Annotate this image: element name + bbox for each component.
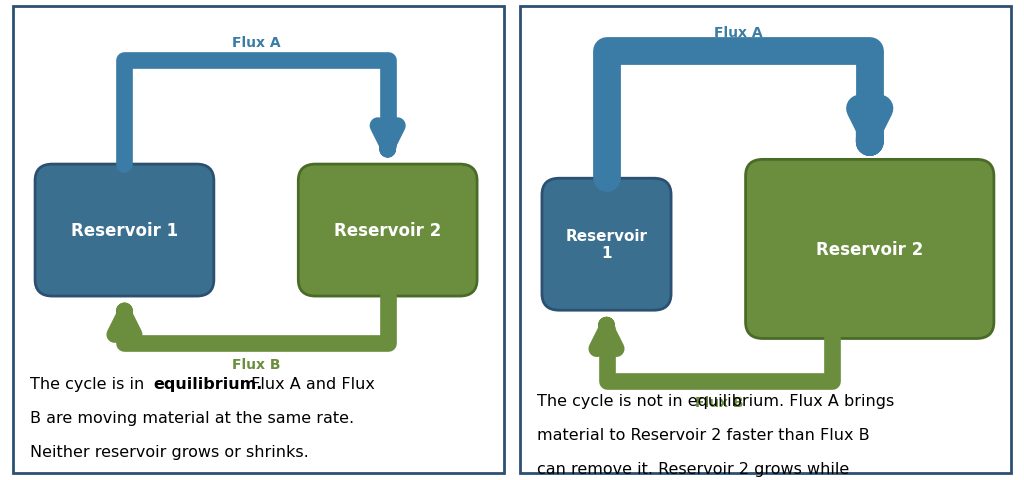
Text: material to Reservoir 2 faster than Flux B: material to Reservoir 2 faster than Flux… xyxy=(537,427,869,442)
Text: Neither reservoir grows or shrinks.: Neither reservoir grows or shrinks. xyxy=(30,444,309,459)
Text: Reservoir
1: Reservoir 1 xyxy=(565,228,647,261)
Text: Flux A: Flux A xyxy=(714,26,763,40)
Text: Reservoir 2: Reservoir 2 xyxy=(334,222,441,240)
FancyBboxPatch shape xyxy=(542,179,671,311)
FancyBboxPatch shape xyxy=(298,165,477,297)
Text: Flux A: Flux A xyxy=(231,36,281,49)
Text: The cycle is in: The cycle is in xyxy=(30,376,150,391)
Text: Flux B: Flux B xyxy=(231,358,281,372)
FancyBboxPatch shape xyxy=(745,160,994,339)
FancyBboxPatch shape xyxy=(35,165,214,297)
Text: Flux B: Flux B xyxy=(695,395,743,409)
Text: can remove it. Reservoir 2 grows while: can remove it. Reservoir 2 grows while xyxy=(537,461,849,476)
Text: B are moving material at the same rate.: B are moving material at the same rate. xyxy=(30,410,354,425)
Text: Reservoir 2: Reservoir 2 xyxy=(816,240,924,258)
FancyBboxPatch shape xyxy=(519,7,1012,473)
FancyBboxPatch shape xyxy=(12,7,505,473)
Text: equilibrium.: equilibrium. xyxy=(154,376,262,391)
Text: Flux A and Flux: Flux A and Flux xyxy=(246,376,375,391)
Text: Reservoir 1: Reservoir 1 xyxy=(71,222,178,240)
Text: The cycle is not in equilibrium. Flux A brings: The cycle is not in equilibrium. Flux A … xyxy=(537,393,894,408)
